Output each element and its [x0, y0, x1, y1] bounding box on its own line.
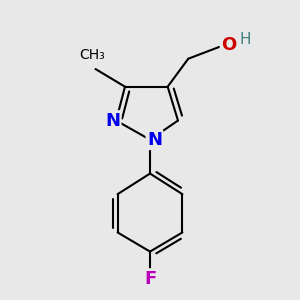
Text: O: O — [221, 37, 236, 55]
Text: CH₃: CH₃ — [80, 48, 106, 62]
Text: N: N — [105, 112, 120, 130]
Text: N: N — [147, 131, 162, 149]
Text: H: H — [239, 32, 251, 47]
Text: F: F — [144, 270, 156, 288]
